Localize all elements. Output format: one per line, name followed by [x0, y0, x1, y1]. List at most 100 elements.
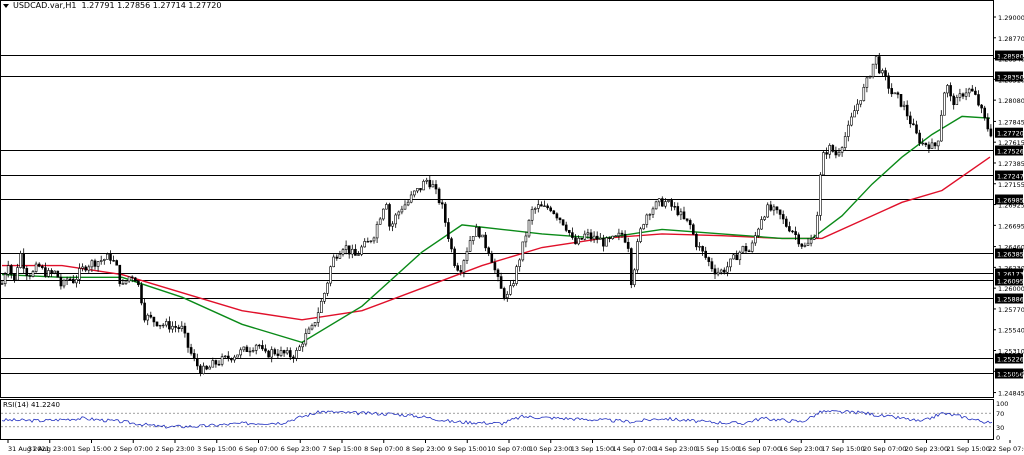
candle-body — [623, 233, 627, 243]
candle — [812, 234, 816, 241]
x-tick-label: 7 Sep 15:00 — [322, 445, 361, 453]
candle-body — [443, 203, 447, 223]
candle-body — [245, 346, 249, 353]
candle-body — [874, 56, 878, 65]
candle — [664, 198, 667, 209]
candle-body — [986, 117, 990, 130]
level-label: 1.26173 — [995, 268, 1024, 279]
candle — [710, 257, 714, 272]
candle — [217, 360, 221, 366]
candle — [96, 261, 100, 272]
candle — [629, 247, 633, 289]
candle-body — [645, 214, 649, 225]
candle — [428, 175, 432, 190]
candle — [936, 140, 940, 151]
candle-body — [540, 204, 543, 207]
price-axis: 1.29000 1.28770 1.28540 1.28310 1.28080 1.278… — [993, 14, 1024, 398]
candle-body — [819, 174, 822, 216]
candle-body — [375, 223, 379, 239]
candle — [236, 354, 239, 358]
candle-body — [298, 346, 301, 351]
candle-body — [431, 184, 435, 188]
candle-body — [31, 271, 35, 277]
candle-body — [239, 349, 242, 356]
candle — [552, 209, 556, 215]
candle — [251, 347, 255, 353]
candle-body — [146, 314, 149, 321]
candle — [530, 206, 534, 225]
candle — [493, 258, 497, 274]
candle-body — [3, 273, 7, 285]
candle-body — [155, 321, 159, 327]
candle — [112, 255, 115, 262]
candle-body — [769, 204, 773, 211]
candle — [347, 245, 351, 259]
candle — [862, 83, 866, 102]
candle — [264, 344, 267, 354]
candle-body — [230, 358, 233, 361]
candle-body — [118, 264, 122, 284]
x-tick-label: 20 Sep 07:00 — [863, 445, 906, 453]
candle-body — [115, 260, 118, 266]
candle-body — [378, 218, 382, 225]
candle-body — [775, 206, 779, 211]
candle — [267, 349, 270, 358]
candle-body — [391, 223, 394, 227]
x-tick-label: 1 Sep 15:00 — [72, 445, 111, 453]
candle-body — [22, 253, 26, 269]
candle-body — [887, 75, 890, 89]
candle — [893, 92, 897, 95]
candle — [202, 362, 205, 375]
candle-body — [174, 325, 177, 328]
candle-body — [614, 235, 618, 237]
candle — [84, 265, 87, 273]
candle — [230, 357, 233, 363]
candle — [558, 217, 562, 224]
candle — [78, 263, 81, 285]
candle — [905, 100, 909, 121]
chevron-down-icon[interactable] — [3, 3, 9, 8]
candle — [186, 332, 190, 353]
level-label-text: 1.26095 — [997, 278, 1024, 286]
candle — [81, 263, 84, 272]
candle-body — [456, 265, 460, 271]
candle — [459, 265, 463, 276]
candle-body — [772, 206, 776, 211]
y-tick-label: 1.28080 — [998, 97, 1024, 105]
level-label: 1.28580 — [995, 50, 1024, 61]
candle — [899, 94, 903, 108]
candle — [623, 230, 627, 244]
candle-body — [180, 325, 184, 329]
level-label: 1.26985 — [995, 194, 1024, 205]
candle — [44, 262, 47, 278]
x-tick-label: 21 Sep 15:00 — [947, 445, 990, 453]
candle — [760, 216, 763, 230]
candle-body — [530, 209, 534, 221]
candle-body — [871, 63, 875, 77]
candle-body — [450, 238, 453, 250]
candle — [772, 204, 776, 216]
candle — [918, 129, 921, 147]
candle-body — [586, 232, 590, 235]
rsi-tick-label: 100 — [996, 400, 1008, 408]
candle — [691, 223, 695, 236]
candle — [326, 281, 329, 297]
candle — [344, 240, 348, 255]
candle — [967, 87, 971, 98]
candle-body — [695, 233, 698, 248]
candle — [25, 265, 29, 281]
candle — [245, 344, 249, 353]
candle — [304, 328, 308, 347]
candle — [509, 280, 512, 296]
candle-body — [236, 354, 239, 358]
candle — [667, 199, 670, 203]
candle — [499, 272, 503, 289]
x-tick-label: 22 Sep 07:00 — [988, 445, 1024, 453]
level-label-bg — [995, 71, 1023, 82]
candle — [397, 210, 401, 220]
candle-body — [515, 266, 518, 284]
candle — [822, 150, 825, 176]
candle — [580, 237, 584, 240]
candle — [242, 346, 246, 353]
